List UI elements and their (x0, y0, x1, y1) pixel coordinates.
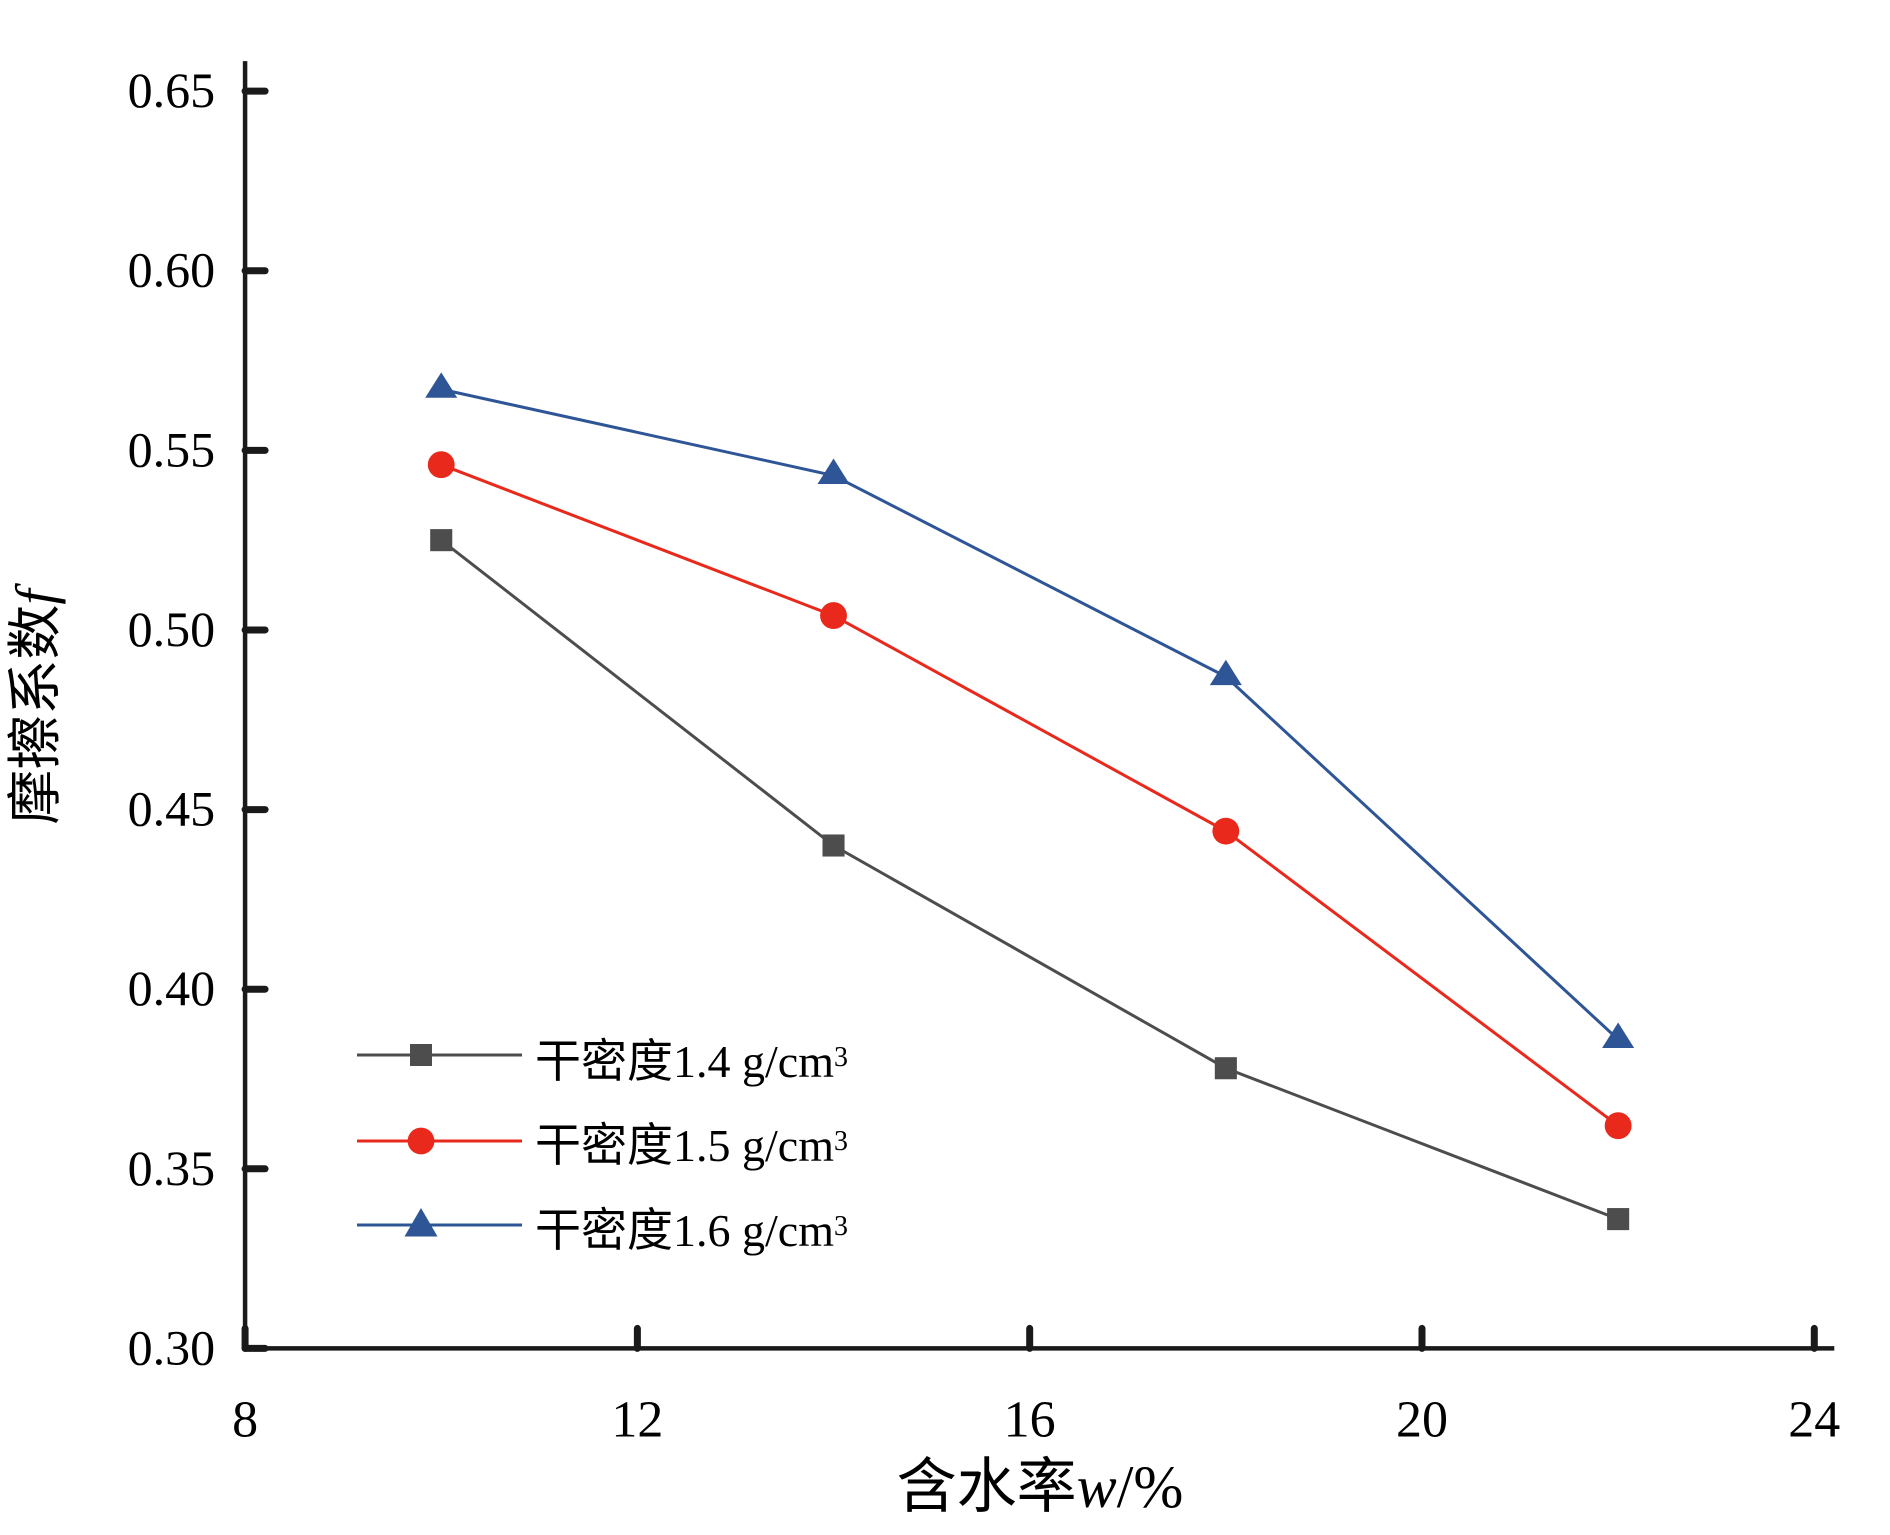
svg-text:8: 8 (232, 1391, 258, 1448)
svg-text:20: 20 (1396, 1391, 1448, 1448)
svg-text:0.35: 0.35 (128, 1140, 216, 1196)
svg-text:0.45: 0.45 (128, 781, 216, 837)
svg-text:0.40: 0.40 (128, 960, 216, 1016)
svg-text:0.65: 0.65 (128, 62, 216, 118)
svg-text:0.55: 0.55 (128, 421, 216, 477)
svg-text:0.60: 0.60 (128, 242, 216, 298)
svg-text:12: 12 (611, 1391, 663, 1448)
svg-text:0.50: 0.50 (128, 601, 216, 657)
svg-text:0.30: 0.30 (128, 1319, 216, 1375)
svg-text:24: 24 (1788, 1391, 1840, 1448)
